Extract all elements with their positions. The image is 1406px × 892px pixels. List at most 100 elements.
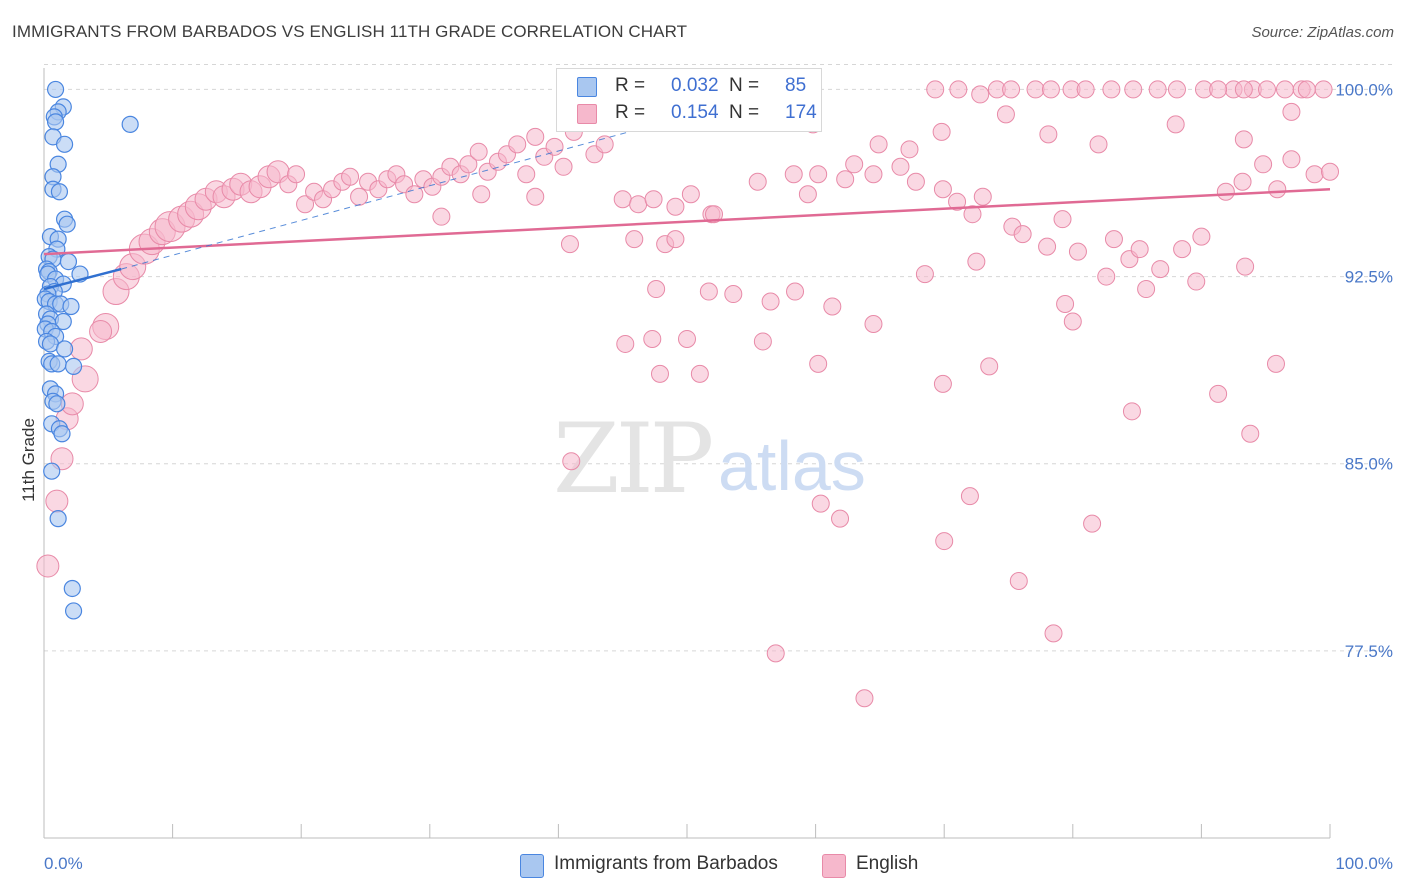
english-point <box>647 280 666 299</box>
english-point <box>1124 80 1143 99</box>
english-point <box>753 332 772 351</box>
english-point <box>1009 571 1028 590</box>
english-point <box>1056 295 1075 314</box>
english-point <box>1234 80 1253 99</box>
english-swatch <box>577 104 597 124</box>
english-point <box>1254 155 1273 174</box>
tick-labels: 77.5% 85.0% 92.5% 100.0% 0.0% 100.0% 11th Grad… <box>19 80 1393 873</box>
english-point <box>526 187 545 206</box>
chart-title: IMMIGRANTS FROM BARBADOS VS ENGLISH 11TH… <box>12 22 688 41</box>
stats-legend: R = 0.032 N = 85 R = 0.154 N = 174 <box>556 68 822 132</box>
english-point <box>1039 125 1058 144</box>
english-trend-line <box>43 187 1331 256</box>
english-point <box>1241 424 1260 443</box>
english-point <box>933 374 952 393</box>
english-point <box>960 487 979 506</box>
english-point <box>1002 80 1021 99</box>
english-point <box>973 187 992 206</box>
english-point <box>724 285 743 304</box>
english-point <box>705 205 724 224</box>
english-point <box>1187 272 1206 291</box>
barbados-trend-line <box>43 267 122 291</box>
english-point <box>1102 80 1121 99</box>
english-point <box>761 292 780 311</box>
english-point <box>1063 312 1082 331</box>
legend-label: English <box>856 853 919 874</box>
barbados-point <box>43 462 61 480</box>
english-point <box>1257 80 1276 99</box>
english-point <box>967 252 986 271</box>
barbados-point <box>55 340 74 358</box>
english-point <box>678 329 696 348</box>
english-point <box>562 452 581 471</box>
barbados-swatch <box>577 77 597 97</box>
english-point <box>864 165 883 184</box>
english-point <box>616 334 635 353</box>
english-point <box>459 155 478 174</box>
english-point <box>1137 280 1156 299</box>
english-point <box>1234 130 1253 149</box>
english-point <box>405 185 424 204</box>
barbados-point <box>49 510 67 528</box>
barbados-point <box>121 115 139 133</box>
english-point <box>1041 80 1060 99</box>
n-value: 174 <box>785 102 817 123</box>
english-point <box>811 494 830 513</box>
english-point <box>980 357 999 376</box>
gridlines <box>44 63 1392 652</box>
english-point <box>89 319 113 343</box>
english-point <box>690 364 709 383</box>
english-point <box>1275 80 1294 99</box>
english-point <box>287 165 306 184</box>
watermark-zip: ZIP <box>553 403 712 515</box>
english-point <box>1282 150 1301 169</box>
english-point <box>1192 227 1211 246</box>
english-point <box>629 195 648 214</box>
legend-label: Immigrants from Barbados <box>554 853 778 874</box>
y-tick-label: 92.5% <box>1345 268 1393 287</box>
english-point <box>613 190 632 209</box>
english-point <box>836 170 855 189</box>
english-point <box>472 185 491 204</box>
english-point <box>1173 240 1192 259</box>
english-point <box>1321 162 1339 181</box>
barbados-point <box>64 357 83 375</box>
english-point <box>1083 514 1102 533</box>
y-tick-label: 85.0% <box>1345 455 1393 474</box>
english-point <box>1089 135 1108 154</box>
barbados-point <box>55 135 74 153</box>
english-point <box>1166 115 1185 134</box>
english-point <box>869 135 888 154</box>
english-point <box>1044 624 1063 643</box>
english-point <box>798 185 817 204</box>
english-point <box>1148 80 1167 99</box>
english-point <box>432 207 451 226</box>
english-point <box>823 297 842 316</box>
english-point <box>906 172 925 191</box>
source-label: Source: ZipAtlas.com <box>1251 24 1394 41</box>
english-point <box>1151 260 1170 279</box>
english-point <box>296 195 315 214</box>
english-point <box>996 105 1015 124</box>
english-point <box>864 314 883 333</box>
english-point <box>1233 172 1252 191</box>
english-point <box>517 165 536 184</box>
english-point <box>900 140 919 159</box>
english-swatch <box>822 854 846 878</box>
english-point <box>36 554 60 578</box>
barbados-points <box>36 80 139 620</box>
english-point <box>933 180 952 199</box>
barbados-swatch <box>520 854 544 878</box>
r-label: R = <box>615 75 646 96</box>
barbados-point <box>63 579 81 598</box>
english-point <box>1216 182 1235 201</box>
barbados-point <box>49 355 67 373</box>
english-point <box>1305 165 1324 184</box>
english-points <box>36 80 1339 708</box>
english-point <box>560 235 579 254</box>
english-point <box>1068 242 1087 261</box>
barbados-point <box>53 425 71 443</box>
english-point <box>786 282 805 301</box>
english-point <box>784 165 803 184</box>
english-point <box>809 354 828 373</box>
